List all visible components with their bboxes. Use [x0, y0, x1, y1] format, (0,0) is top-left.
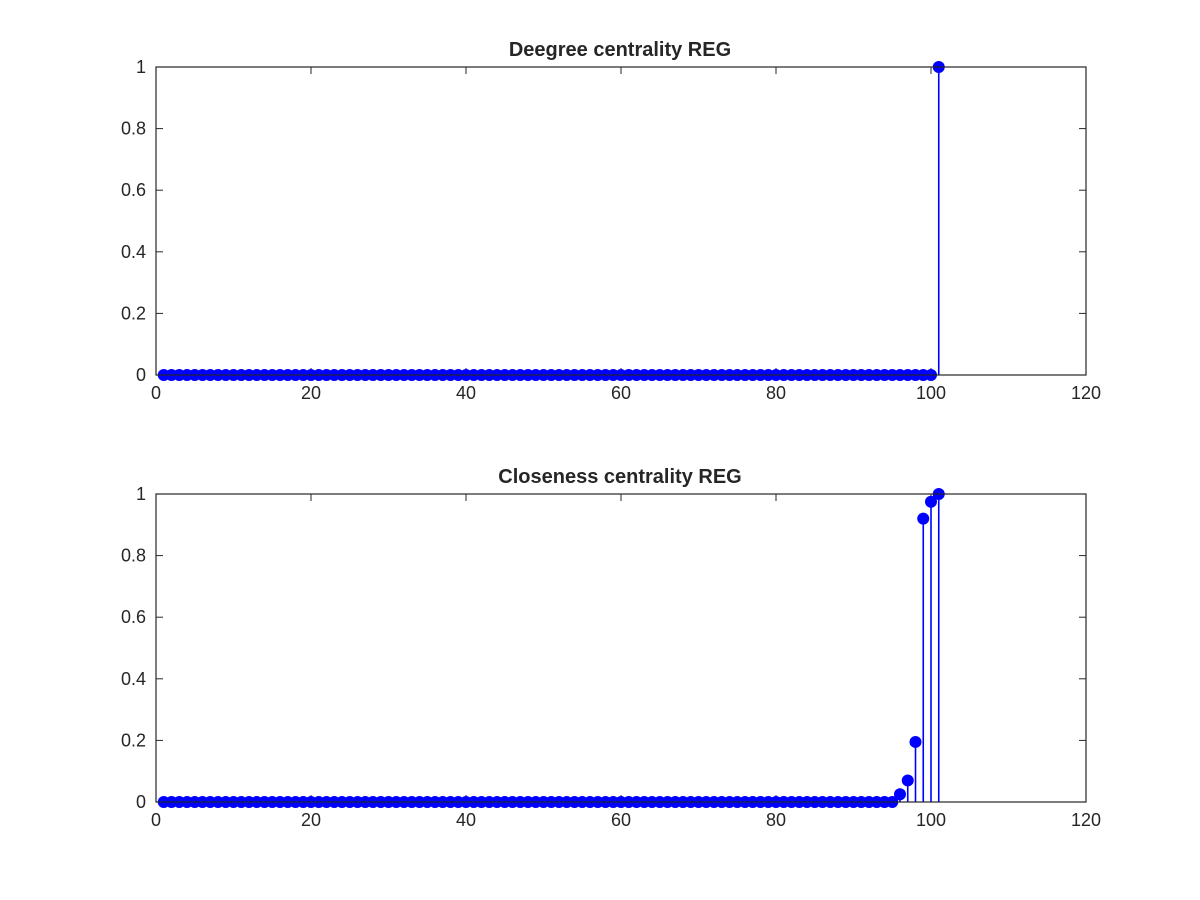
- x-tick-label: 0: [151, 383, 161, 403]
- x-tick-label: 100: [916, 810, 946, 830]
- y-tick-label: 1: [136, 484, 146, 504]
- y-tick-label: 0.6: [121, 607, 146, 627]
- y-tick-label: 0.2: [121, 303, 146, 323]
- y-tick-label: 0.2: [121, 730, 146, 750]
- closeness-centrality-chart: Closeness centrality REG 0 20 40 60 80 100 120…: [121, 466, 1101, 830]
- x-tick-label: 120: [1071, 810, 1101, 830]
- chart-title: Deegree centrality REG: [509, 39, 731, 61]
- y-tick-label: 0.4: [121, 669, 146, 689]
- x-tick-label: 20: [301, 383, 321, 403]
- axes-box: [155, 66, 1087, 376]
- y-tick-label: 0.4: [121, 242, 146, 262]
- x-tick-label: 40: [456, 810, 476, 830]
- y-tick-label: 0.6: [121, 180, 146, 200]
- x-tick-label: 20: [301, 810, 321, 830]
- x-tick-label: 100: [916, 383, 946, 403]
- x-tick-label: 60: [611, 383, 631, 403]
- x-tick-label: 80: [766, 810, 786, 830]
- x-tick-label: 120: [1071, 383, 1101, 403]
- chart-title: Closeness centrality REG: [498, 466, 741, 488]
- y-tick-label: 0.8: [121, 119, 146, 139]
- y-tick-label: 0: [136, 792, 146, 812]
- y-tick-label: 1: [136, 57, 146, 77]
- x-tick-label: 0: [151, 810, 161, 830]
- stem-marker: [894, 788, 906, 801]
- x-tick-label: 40: [456, 383, 476, 403]
- y-tick-label: 0: [136, 365, 146, 385]
- x-tick-label: 60: [611, 810, 631, 830]
- stem-marker: [917, 512, 930, 525]
- axes-box: [155, 493, 1087, 803]
- x-tick-label: 80: [766, 383, 786, 403]
- stem-marker: [909, 735, 922, 748]
- y-tick-label: 0.8: [121, 546, 146, 566]
- degree-centrality-chart: Deegree centrality REG 0 20 40 60 80 100 120 0 0…: [121, 39, 1101, 403]
- stem-marker: [901, 774, 914, 787]
- stem-marker: [925, 495, 937, 508]
